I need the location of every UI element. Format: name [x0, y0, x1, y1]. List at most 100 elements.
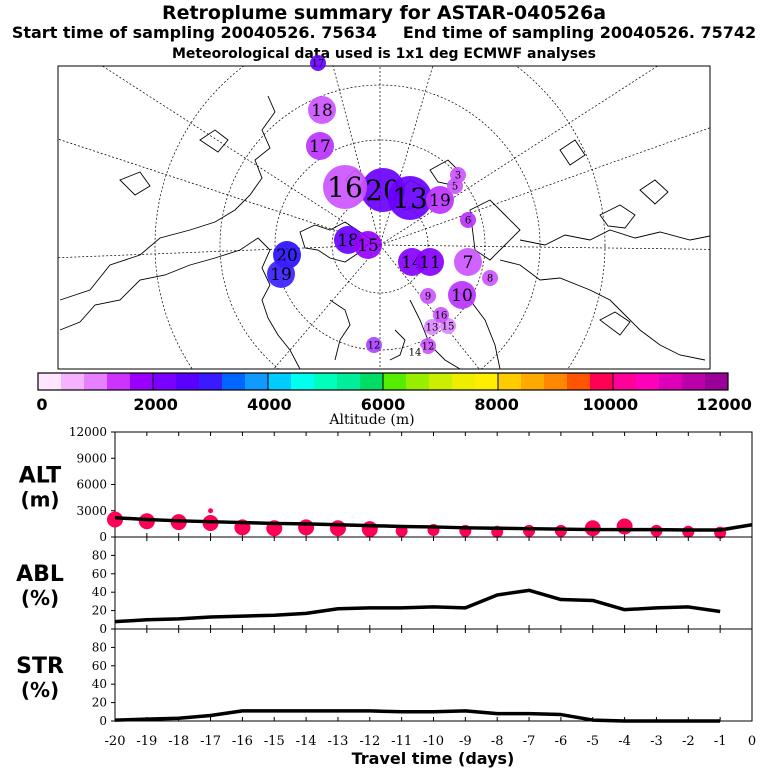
x-tick-label: 0 — [748, 734, 756, 749]
series-line-alt — [114, 516, 753, 532]
plume-marker: 17 — [310, 55, 326, 71]
plume-circle — [450, 167, 466, 183]
y-axis-unit: (%) — [21, 678, 59, 702]
colorbar-segment — [153, 373, 177, 390]
colorbar-segment — [130, 373, 154, 390]
x-tick-label: -13 — [327, 734, 348, 749]
y-tick-label: 60 — [92, 659, 107, 673]
colorbar-segment — [705, 373, 729, 390]
colorbar-segment — [521, 373, 545, 390]
chart-title: Retroplume summary for ASTAR-040526a — [161, 2, 607, 24]
plume-circle — [306, 132, 334, 160]
x-tick-label: -17 — [200, 734, 221, 749]
colorbar-segment — [659, 373, 683, 390]
colorbar-tick-label: 12000 — [696, 395, 752, 414]
plume-marker: 11 — [416, 248, 444, 276]
end-time: End time of sampling 20040526. 75742 — [402, 23, 757, 42]
plume-marker: 13 — [388, 176, 432, 220]
colorbar-segment — [268, 373, 292, 390]
x-tick-label: -19 — [136, 734, 157, 749]
x-tick-label: -18 — [168, 734, 189, 749]
plume-marker: 10 — [448, 281, 476, 309]
plume-circle — [420, 338, 436, 354]
plume-circle — [454, 248, 482, 276]
plume-circle — [366, 337, 382, 353]
x-tick-label: -10 — [423, 734, 444, 749]
plume-circle — [310, 55, 326, 71]
plume-label: 8 — [487, 274, 493, 285]
x-tick-label: -12 — [359, 734, 380, 749]
colorbar-label: Altitude (m) — [328, 412, 414, 428]
plume-circle — [460, 212, 476, 228]
y-tick-label: 3000 — [76, 504, 107, 518]
colorbar-segment — [360, 373, 384, 390]
colorbar-tick-label: 8000 — [474, 395, 519, 414]
plume-label: 13 — [426, 323, 439, 334]
plume-label: 18 — [311, 101, 333, 121]
y-tick-label: 20 — [92, 696, 107, 710]
plume-circle — [308, 96, 336, 124]
panel-str: 0 20 40 60 80 STR(%) — [16, 628, 753, 728]
plume-label: 10 — [451, 286, 473, 306]
plume-label: 9 — [425, 292, 431, 303]
colorbar-segment — [222, 373, 246, 390]
plume-label: 19 — [429, 191, 451, 211]
plume-marker: 17 — [306, 132, 334, 160]
colorbar-segment — [199, 373, 223, 390]
time-series-panels: 030006000900012000ALT(m)020406080ABL(%)0… — [16, 425, 756, 768]
y-axis-unit: (m) — [20, 488, 59, 512]
plume-label: 19 — [270, 265, 292, 285]
x-tick-label: -5 — [586, 734, 599, 749]
plume-marker: 18 — [308, 96, 336, 124]
plume-label: 18 — [337, 231, 359, 251]
colorbar-segment — [383, 373, 407, 390]
y-tick-label: 0 — [99, 622, 107, 636]
y-tick-label: 0 — [99, 530, 107, 544]
sampling-times: Start time of sampling 20040526. 75634 En… — [0, 23, 768, 42]
plume-circle — [407, 344, 423, 360]
plume-circle — [267, 260, 295, 288]
y-tick-label: 80 — [92, 548, 107, 562]
plume-marker: 12 — [366, 337, 382, 353]
colorbar-segment — [314, 373, 338, 390]
plume-marker: 3 — [450, 167, 466, 183]
panel-abl: 0 20 40 60 80 ABL(%) — [16, 536, 753, 636]
plume-label: 16 — [327, 171, 363, 204]
colorbar-segment — [567, 373, 591, 390]
plume-label: 14 — [409, 348, 422, 359]
plume-label: 16 — [435, 311, 448, 322]
panel-frame — [114, 536, 753, 630]
x-tick-label: -2 — [682, 734, 695, 749]
y-axis-unit: (%) — [21, 586, 59, 610]
colorbar-tick-label: 10000 — [582, 395, 638, 414]
x-tick-label: -15 — [264, 734, 285, 749]
alt-marker — [329, 520, 346, 537]
y-tick-label: 60 — [92, 567, 107, 581]
colorbar-tick-label: 6000 — [361, 395, 406, 414]
colorbar-segment — [337, 373, 361, 390]
x-tick-label: -4 — [618, 734, 631, 749]
y-axis-label: STR — [16, 654, 64, 679]
plume-circle — [424, 319, 440, 335]
alt-marker — [361, 521, 378, 538]
colorbar-segment — [498, 373, 522, 390]
plume-label: 6 — [465, 216, 471, 227]
x-tick-label: -8 — [491, 734, 504, 749]
altitude-colorbar: 0 2000 4000 6000 8000 10000 12000 — [36, 372, 752, 414]
plume-label: 7 — [463, 253, 474, 273]
colorbar-segment — [38, 373, 62, 390]
colorbar-segment — [176, 373, 200, 390]
y-tick-label: 12000 — [69, 425, 107, 439]
colorbar-segment — [636, 373, 660, 390]
y-tick-label: 20 — [92, 604, 107, 618]
plume-marker: 6 — [460, 212, 476, 228]
plume-label: 12 — [422, 342, 435, 353]
series-line-str — [114, 709, 721, 723]
x-tick-label: -11 — [391, 734, 412, 749]
plume-circle — [323, 165, 367, 209]
colorbar-segment — [682, 373, 706, 390]
x-axis-label: Travel time (days) — [352, 749, 515, 768]
